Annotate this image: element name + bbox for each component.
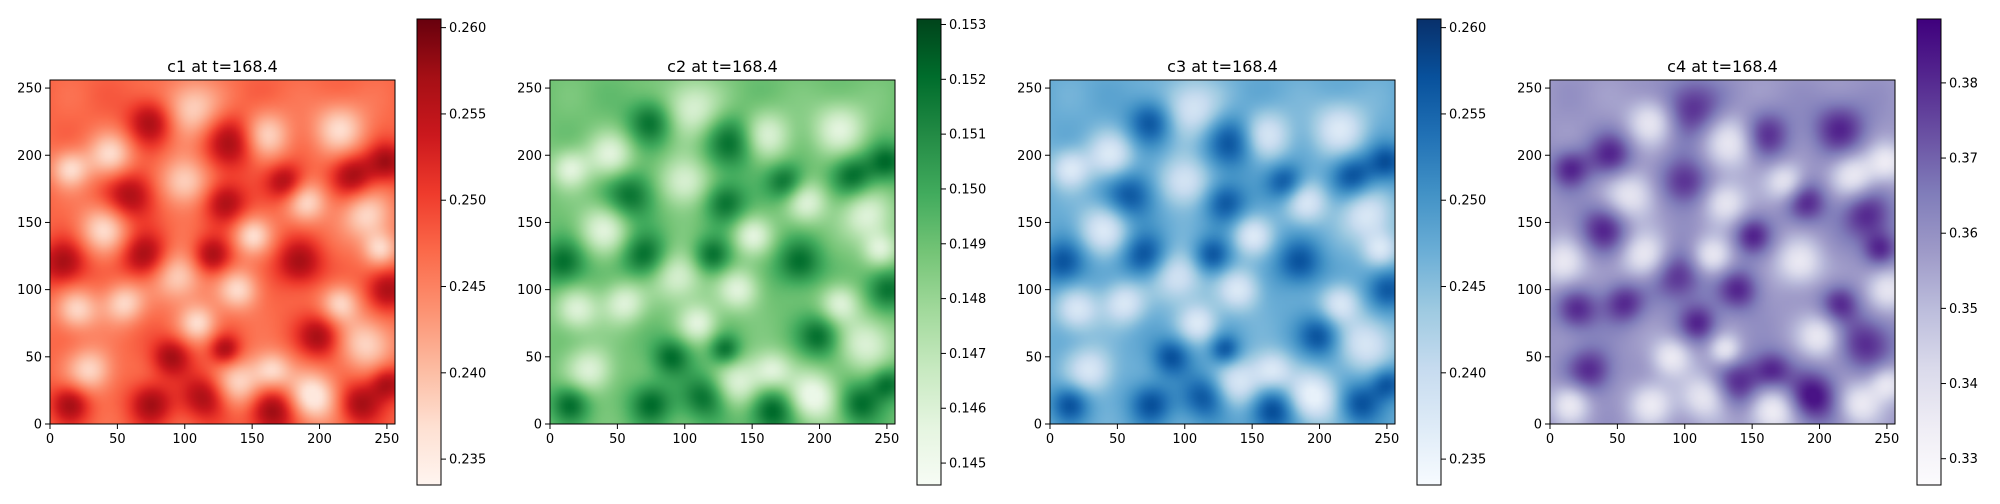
y-tick-label: 0 [534, 418, 542, 433]
axes-frame [49, 79, 396, 425]
colorbar-tick-label: 0.147 [949, 347, 986, 362]
y-tick-label: 50 [1025, 350, 1042, 365]
colorbar [416, 18, 442, 486]
chart-title: c2 at t=168.4 [667, 57, 778, 76]
x-tick-label: 200 [307, 432, 332, 447]
heatmap-image [50, 80, 395, 424]
x-tick-label: 100 [1172, 432, 1197, 447]
y-tick-label: 250 [517, 82, 542, 97]
x-tick-label: 50 [1609, 432, 1626, 447]
colorbar-tick-label: 0.255 [1449, 107, 1486, 122]
colorbar-tick-label: 0.152 [949, 73, 986, 88]
colorbar-tick-label: 0.250 [1449, 194, 1486, 209]
x-tick-label: 250 [1875, 432, 1900, 447]
colorbar-tick-label: 0.145 [949, 457, 986, 472]
x-tick-label: 0 [1546, 432, 1554, 447]
x-tick-label: 0 [46, 432, 54, 447]
colorbar-tick-label: 0.38 [1949, 76, 1978, 91]
axes-frame [1049, 79, 1396, 425]
colorbar-tick-label: 0.245 [1449, 280, 1486, 295]
chart-title: c4 at t=168.4 [1667, 57, 1778, 76]
x-tick-label: 0 [1046, 432, 1054, 447]
x-tick-label: 0 [546, 432, 554, 447]
y-tick-label: 0 [34, 418, 42, 433]
colorbar [916, 18, 942, 486]
panel-4: c4 at t=168.4 0 50 100 150 200 250 0 50 100 150 200… [1517, 18, 1978, 486]
colorbar-tick-label: 0.260 [449, 21, 486, 36]
x-tick-label: 50 [609, 432, 626, 447]
y-tick-label: 100 [517, 283, 542, 298]
y-tick-label: 200 [517, 149, 542, 164]
colorbar-tick-label: 0.37 [1949, 152, 1978, 167]
y-tick-label: 50 [525, 350, 542, 365]
x-tick-label: 250 [875, 432, 900, 447]
y-tick-label: 150 [1017, 216, 1042, 231]
colorbar-tick-label: 0.148 [949, 292, 986, 307]
colorbar-tick-label: 0.146 [949, 402, 986, 417]
colorbar-tick-label: 0.34 [1949, 377, 1978, 392]
y-tick-label: 250 [1017, 82, 1042, 97]
x-tick-label: 150 [240, 432, 265, 447]
y-tick-label: 0 [1034, 418, 1042, 433]
axes-frame [549, 79, 896, 425]
chart-title: c3 at t=168.4 [1167, 57, 1278, 76]
axes-frame [1549, 79, 1896, 425]
panel-2: c2 at t=168.4 0 50 100 150 200 250 0 50 100 150 200… [517, 18, 986, 486]
x-tick-label: 200 [1807, 432, 1832, 447]
colorbar [1416, 18, 1442, 486]
colorbar-tick-label: 0.235 [449, 453, 486, 468]
colorbar-tick-label: 0.260 [1449, 21, 1486, 36]
x-tick-label: 150 [1240, 432, 1265, 447]
chart-title: c1 at t=168.4 [167, 57, 278, 76]
colorbar-tick-label: 0.240 [449, 366, 486, 381]
x-tick-label: 250 [375, 432, 400, 447]
colorbar-tick-label: 0.245 [449, 280, 486, 295]
y-tick-label: 250 [17, 82, 42, 97]
y-tick-label: 150 [1517, 216, 1542, 231]
panel-3: c3 at t=168.4 0 50 100 150 200 250 0 50 100 150 200… [1017, 18, 1486, 486]
y-tick-label: 0 [1534, 418, 1542, 433]
colorbar-tick-label: 0.33 [1949, 452, 1978, 467]
colorbar-tick-label: 0.150 [949, 182, 986, 197]
y-tick-label: 50 [25, 350, 42, 365]
y-tick-label: 200 [1017, 149, 1042, 164]
colorbar-tick-label: 0.240 [1449, 366, 1486, 381]
x-tick-label: 150 [1740, 432, 1765, 447]
y-tick-label: 150 [17, 216, 42, 231]
colorbar-tick-label: 0.153 [949, 18, 986, 33]
y-tick-label: 250 [1517, 82, 1542, 97]
colorbar-tick-label: 0.36 [1949, 227, 1978, 242]
x-tick-label: 250 [1375, 432, 1400, 447]
x-tick-label: 100 [672, 432, 697, 447]
colorbar-tick-label: 0.250 [449, 194, 486, 209]
x-tick-label: 50 [1109, 432, 1126, 447]
y-tick-label: 100 [1517, 283, 1542, 298]
y-tick-label: 50 [1525, 350, 1542, 365]
x-tick-label: 50 [109, 432, 126, 447]
colorbar-tick-label: 0.235 [1449, 453, 1486, 468]
colorbar-tick-label: 0.255 [449, 107, 486, 122]
colorbar [1916, 18, 1942, 486]
y-tick-label: 100 [17, 283, 42, 298]
heatmap-image [550, 80, 895, 424]
heatmap-image [1050, 80, 1395, 424]
x-tick-label: 100 [172, 432, 197, 447]
y-tick-label: 200 [17, 149, 42, 164]
x-tick-label: 100 [1672, 432, 1697, 447]
colorbar-tick-label: 0.151 [949, 128, 986, 143]
y-tick-label: 150 [517, 216, 542, 231]
x-tick-label: 150 [740, 432, 765, 447]
heatmap-image [1550, 80, 1895, 424]
colorbar-tick-label: 0.35 [1949, 302, 1978, 317]
x-tick-label: 200 [1307, 432, 1332, 447]
x-tick-label: 200 [807, 432, 832, 447]
y-tick-label: 200 [1517, 149, 1542, 164]
y-tick-label: 100 [1017, 283, 1042, 298]
panel-1: c1 at t=168.4 0 50 100 150 200 250 0 50 100 150 200… [17, 18, 486, 486]
colorbar-tick-label: 0.149 [949, 237, 986, 252]
